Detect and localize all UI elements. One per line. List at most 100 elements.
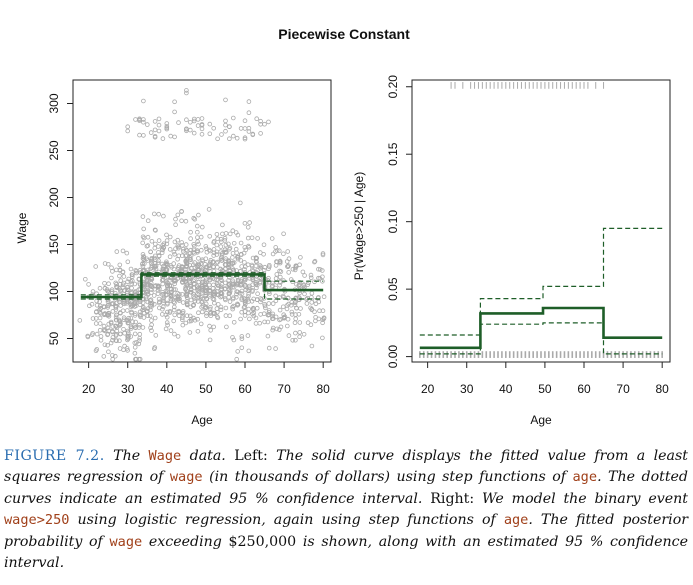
scatter-point bbox=[265, 312, 271, 318]
scatter-point bbox=[129, 281, 135, 287]
scatter-point bbox=[137, 267, 143, 273]
scatter-point bbox=[124, 289, 130, 295]
scatter-point bbox=[265, 333, 271, 339]
scatter-point bbox=[245, 225, 251, 230]
scatter-point bbox=[172, 331, 177, 337]
scatter-point bbox=[133, 299, 138, 305]
scatter-point bbox=[308, 275, 314, 281]
scatter-point bbox=[305, 295, 310, 301]
scatter-point bbox=[156, 211, 162, 217]
scatter-point bbox=[180, 253, 185, 259]
scatter-point bbox=[180, 309, 186, 314]
scatter-point bbox=[250, 305, 256, 311]
scatter-point bbox=[110, 269, 115, 274]
scatter-point bbox=[183, 218, 189, 224]
scatter-point bbox=[195, 229, 200, 235]
scatter-point bbox=[297, 330, 303, 335]
scatter-point bbox=[230, 284, 235, 290]
scatter-point bbox=[161, 213, 166, 219]
scatter-point bbox=[297, 282, 302, 287]
scatter-point bbox=[204, 246, 209, 252]
scatter-point bbox=[302, 273, 307, 278]
scatter-point bbox=[212, 276, 217, 282]
scatter-point bbox=[155, 283, 161, 289]
scatter-point bbox=[118, 287, 123, 293]
scatter-point bbox=[124, 285, 130, 290]
scatter-point bbox=[109, 275, 114, 281]
scatter-point bbox=[85, 333, 90, 339]
scatter-point bbox=[200, 282, 205, 288]
scatter-point bbox=[94, 298, 99, 304]
scatter-point bbox=[155, 260, 161, 266]
scatter-point bbox=[110, 335, 116, 340]
scatter-point bbox=[223, 122, 228, 128]
scatter-point bbox=[288, 302, 294, 308]
scatter-point bbox=[176, 245, 181, 251]
y-tick-label: 200 bbox=[47, 187, 61, 207]
scatter-point bbox=[273, 276, 279, 281]
scatter-point bbox=[257, 263, 263, 268]
scatter-point bbox=[114, 249, 120, 254]
scatter-point bbox=[148, 130, 154, 135]
scatter-point bbox=[274, 272, 280, 277]
scatter-point bbox=[294, 281, 299, 287]
scatter-point bbox=[167, 308, 173, 314]
scatter-point bbox=[207, 234, 213, 239]
scatter-point bbox=[168, 296, 174, 302]
scatter-point bbox=[172, 294, 177, 300]
scatter-point bbox=[175, 212, 181, 218]
scatter-point bbox=[179, 218, 184, 224]
scatter-point bbox=[121, 280, 126, 286]
scatter-point bbox=[184, 248, 190, 254]
scatter-point bbox=[97, 299, 102, 304]
scatter-point bbox=[145, 218, 151, 224]
scatter-point bbox=[148, 313, 153, 319]
scatter-point bbox=[234, 135, 240, 141]
scatter-point bbox=[113, 324, 119, 329]
scatter-point bbox=[199, 132, 205, 137]
scatter-point bbox=[246, 129, 252, 134]
scatter-point bbox=[270, 311, 276, 317]
scatter-point bbox=[238, 240, 244, 246]
caption-code: wage bbox=[109, 533, 143, 550]
scatter-point bbox=[234, 289, 240, 294]
scatter-point bbox=[216, 302, 221, 307]
scatter-point bbox=[246, 306, 252, 312]
scatter-point bbox=[223, 313, 229, 318]
scatter-point bbox=[223, 242, 229, 248]
scatter-point bbox=[313, 314, 318, 320]
scatter-point bbox=[199, 268, 204, 273]
scatter-point bbox=[172, 99, 177, 105]
scatter-point bbox=[172, 312, 178, 318]
ci-lower-line bbox=[80, 275, 324, 300]
scatter-point bbox=[262, 319, 267, 325]
scatter-point bbox=[160, 289, 165, 295]
scatter-point bbox=[152, 211, 157, 217]
scatter-point bbox=[125, 328, 130, 334]
scatter-point bbox=[118, 278, 123, 283]
scatter-point bbox=[281, 231, 286, 237]
scatter-point bbox=[141, 304, 146, 310]
y-tick-label: 0.05 bbox=[386, 277, 400, 301]
scatter-point bbox=[130, 319, 135, 325]
scatter-point bbox=[308, 272, 314, 278]
caption-text: We model the binary event bbox=[481, 490, 688, 507]
scatter-point bbox=[199, 116, 205, 121]
scatter-point bbox=[117, 338, 122, 344]
scatter-point bbox=[261, 252, 266, 257]
scatter-point bbox=[156, 300, 162, 306]
scatter-point bbox=[149, 328, 154, 333]
scatter-point bbox=[230, 304, 235, 310]
scatter-point bbox=[188, 284, 194, 289]
caption-code: age bbox=[503, 512, 529, 529]
scatter-point bbox=[277, 282, 282, 288]
x-tick-label: 50 bbox=[199, 382, 213, 396]
scatter-point bbox=[207, 121, 213, 127]
scatter-point bbox=[171, 318, 177, 324]
scatter-point bbox=[121, 315, 127, 321]
scatter-point bbox=[165, 261, 170, 267]
scatter-point bbox=[191, 118, 197, 124]
scatter-point bbox=[93, 264, 98, 269]
scatter-point bbox=[255, 291, 260, 297]
scatter-point bbox=[110, 309, 116, 314]
